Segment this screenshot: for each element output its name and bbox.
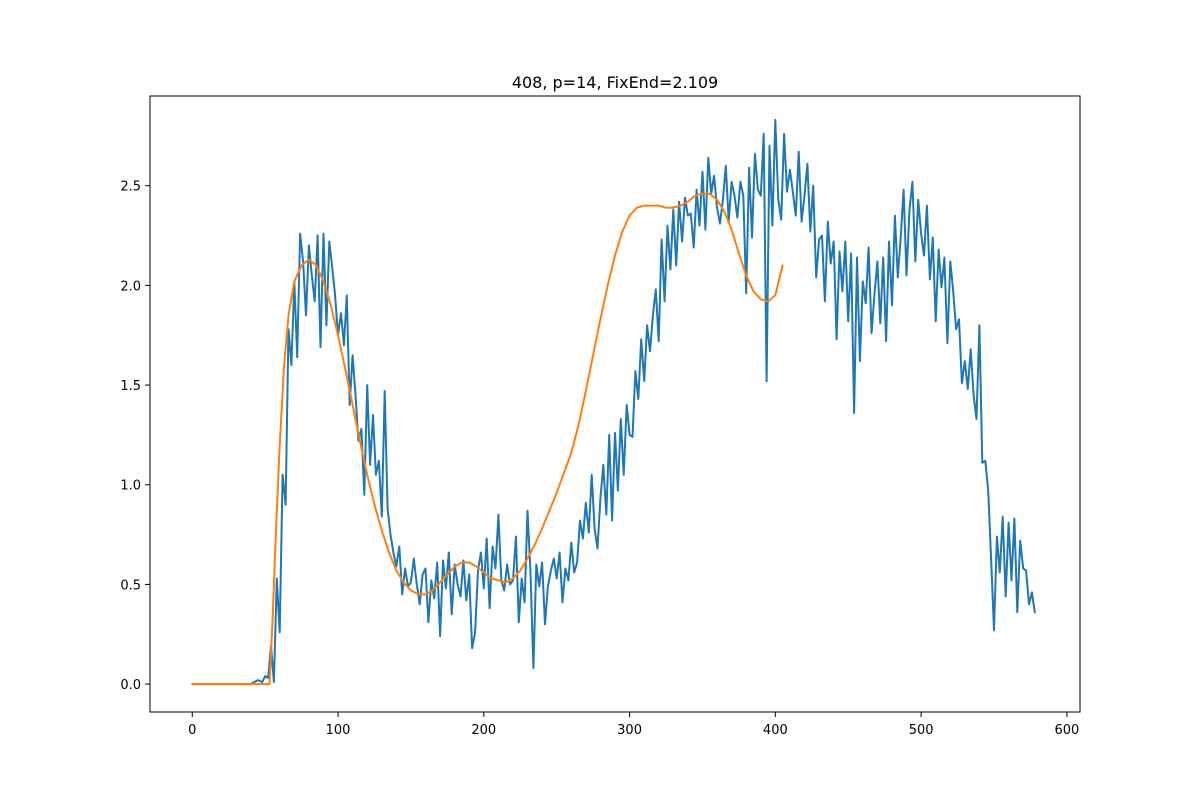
y-tick-label: 0.0 [120, 678, 141, 693]
x-tick-label: 100 [326, 723, 351, 738]
x-tick-label: 400 [763, 723, 788, 738]
series-line-signal [191, 118, 1036, 686]
chart-title: 408, p=14, FixEnd=2.109 [512, 73, 718, 92]
x-axis: 0 100 200 300 400 500 600 [188, 712, 1079, 738]
x-tick-label: 0 [188, 723, 196, 738]
plot-area [191, 118, 1036, 686]
y-axis: 0.0 0.5 1.0 1.5 2.0 2.5 [120, 180, 150, 693]
x-tick-label: 300 [617, 723, 642, 738]
y-tick-label: 2.0 [120, 279, 141, 294]
x-tick-label: 600 [1054, 723, 1079, 738]
x-tick-label: 500 [909, 723, 934, 738]
y-tick-label: 1.5 [120, 379, 141, 394]
y-tick-label: 0.5 [120, 578, 141, 593]
series-line-fit [191, 192, 784, 686]
x-tick-label: 200 [471, 723, 496, 738]
y-tick-label: 2.5 [120, 180, 141, 195]
axes-frame [149, 95, 1081, 713]
y-tick-label: 1.0 [120, 479, 141, 494]
